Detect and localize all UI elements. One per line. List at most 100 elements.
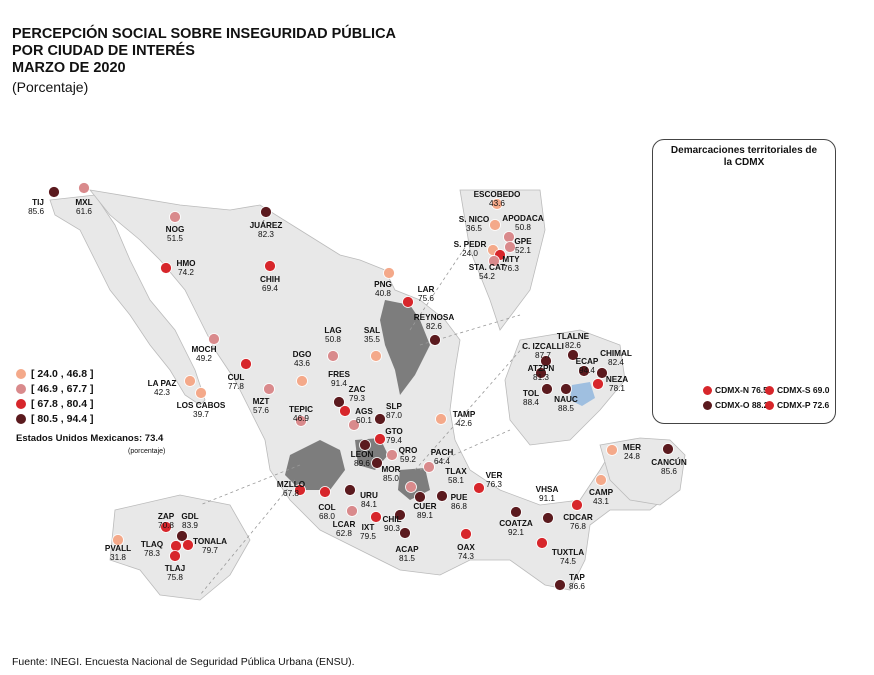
- city-label-lar: LAR: [418, 285, 435, 294]
- city-marker-zac: [339, 405, 351, 417]
- city-marker-apodaca: [503, 231, 515, 243]
- city-label-tonala: TONALA: [193, 537, 227, 546]
- city-label-pue: PUE: [451, 493, 468, 502]
- city-value-tepic: 46.9: [293, 414, 309, 423]
- legend-dot-1: [16, 368, 26, 379]
- city-marker-col: [319, 486, 331, 498]
- legend-dot-3: [16, 398, 26, 409]
- city-marker-ju-rez: [260, 206, 272, 218]
- city-marker-atzpn: [535, 367, 547, 379]
- city-label-neza: NEZA: [606, 375, 628, 384]
- city-marker-lar: [402, 296, 414, 308]
- city-marker-canc-n: [662, 443, 674, 455]
- city-marker-camp: [595, 474, 607, 486]
- city-marker-ecap: [578, 365, 590, 377]
- city-label-moch: MOCH: [191, 345, 216, 354]
- legend-item: [ 24.0 , 46.8 ]: [16, 366, 93, 381]
- city-value-ags: 60.1: [356, 416, 372, 425]
- city-value-lar: 75.6: [418, 294, 434, 303]
- city-value-ixt: 79.5: [360, 532, 376, 541]
- city-marker-mer: [606, 444, 618, 456]
- city-label-tij: TIJ: [32, 198, 44, 207]
- region-yucatan: [599, 437, 686, 506]
- city-marker-lcar: [346, 505, 358, 517]
- city-value-nog: 51.5: [167, 234, 183, 243]
- city-label-apodaca: APODACA: [502, 214, 543, 223]
- city-marker-tlax: [405, 481, 417, 493]
- city-marker-tuxtla: [536, 537, 548, 549]
- city-label-ecap: ECAP: [576, 357, 599, 366]
- city-label-lcar: LCAR: [333, 520, 356, 529]
- city-label-tap: TAP: [569, 573, 585, 582]
- city-value-sta-cat: 54.2: [479, 272, 495, 281]
- city-value-apodaca: 50.8: [515, 223, 531, 232]
- city-value-acap: 81.5: [399, 554, 415, 563]
- city-label-ixt: IXT: [362, 523, 375, 532]
- city-value-gpe: 52.1: [515, 246, 531, 255]
- city-label-ags: AGS: [355, 407, 373, 416]
- city-label-escobedo: ESCOBEDO: [474, 190, 521, 199]
- city-label-lag: LAG: [324, 326, 341, 335]
- city-label-s-pedr: S. PEDR: [454, 240, 487, 249]
- city-marker-tamp: [435, 413, 447, 425]
- city-value-dgo: 43.6: [294, 359, 310, 368]
- city-value-mzllo: 67.8: [283, 489, 299, 498]
- city-label-tuxtla: TUXTLA: [552, 548, 584, 557]
- city-label-qro: QRO: [399, 446, 418, 455]
- city-marker-mor: [371, 457, 383, 469]
- city-value-cul: 77.8: [228, 382, 244, 391]
- city-marker-la-paz: [184, 375, 196, 387]
- city-label-mzt: MZT: [253, 397, 270, 406]
- city-label-mxl: MXL: [75, 198, 92, 207]
- city-marker-png: [383, 267, 395, 279]
- city-marker-zap: [160, 521, 172, 533]
- city-value-la-paz: 42.3: [154, 388, 170, 397]
- city-value-cuer: 89.1: [417, 511, 433, 520]
- city-marker-pach: [423, 461, 435, 473]
- city-marker-tlaj: [169, 550, 181, 562]
- region-nuevo-leon: [380, 300, 430, 395]
- city-marker-sta-cat: [488, 255, 500, 267]
- city-label-zac: ZAC: [349, 385, 366, 394]
- city-marker-sal: [370, 350, 382, 362]
- city-value-mxl: 61.6: [76, 207, 92, 216]
- city-value-zap: 70.8: [158, 521, 174, 530]
- city-value-mor: 85.0: [383, 474, 399, 483]
- city-value-lag: 50.8: [325, 335, 341, 344]
- city-label-chimal: CHIMAL: [600, 349, 632, 358]
- city-value-tonala: 79.7: [202, 546, 218, 555]
- city-value-reynosa: 82.6: [426, 322, 442, 331]
- city-value-chimal: 82.4: [608, 358, 624, 367]
- city-label-hmo: HMO: [176, 259, 196, 268]
- city-marker-cuer: [414, 491, 426, 503]
- city-label-tlalne: TLALNE: [557, 332, 590, 341]
- title-line-2: POR CIUDAD DE INTERÉS: [12, 43, 195, 59]
- city-value-mzt: 57.6: [253, 406, 269, 415]
- city-label-s-nico: S. NICO: [459, 215, 490, 224]
- legend-label: [ 80.5 , 94.4 ]: [31, 412, 94, 425]
- city-marker-chil: [394, 509, 406, 521]
- city-label-la-paz: LA PAZ: [148, 379, 177, 388]
- city-label-mor: MOR: [381, 465, 400, 474]
- cdmx-region-p: CDMX-P 72.6: [765, 400, 829, 410]
- city-value-canc-n: 85.6: [661, 467, 677, 476]
- city-label-mer: MER: [623, 443, 641, 452]
- legend-label: [ 24.0 , 46.8 ]: [31, 367, 94, 380]
- city-marker-mzllo: [294, 484, 306, 496]
- city-value-chil: 90.3: [384, 524, 400, 533]
- cdmx-region-n: CDMX-N 76.5: [703, 385, 768, 395]
- city-value-cdcar: 76.8: [570, 522, 586, 531]
- city-label-zap: ZAP: [158, 512, 175, 521]
- city-value-mer: 24.8: [624, 452, 640, 461]
- city-label-coatza: COATZA: [499, 519, 533, 528]
- cdmx-region-o: CDMX-O 88.2: [703, 400, 768, 410]
- city-marker-c-izcalli: [540, 355, 552, 367]
- city-marker-mzt: [263, 383, 275, 395]
- national-value: Estados Unidos Mexicanos: 73.4: [16, 433, 164, 444]
- city-value-lcar: 62.8: [336, 529, 352, 538]
- city-label-sta-cat: STA. CAT: [469, 263, 506, 272]
- city-marker-hmo: [160, 262, 172, 274]
- city-marker-slp: [374, 413, 386, 425]
- city-value-nauc: 88.5: [558, 404, 574, 413]
- cdmx-region-label: CDMX-N 76.5: [715, 385, 768, 395]
